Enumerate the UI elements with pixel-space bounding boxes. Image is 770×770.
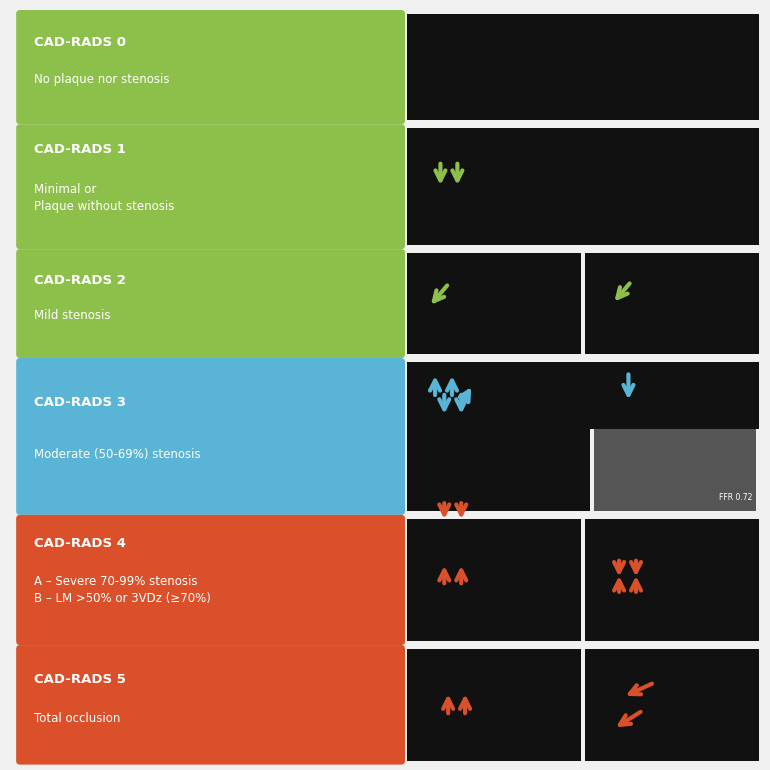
- Text: CAD-RADS 3: CAD-RADS 3: [34, 396, 126, 409]
- FancyBboxPatch shape: [16, 358, 405, 515]
- Text: Minimal or
Plaque without stenosis: Minimal or Plaque without stenosis: [34, 183, 174, 213]
- Text: CAD-RADS 5: CAD-RADS 5: [34, 673, 126, 685]
- Bar: [407, 519, 581, 641]
- Text: CAD-RADS 2: CAD-RADS 2: [34, 274, 126, 286]
- Bar: [407, 362, 759, 429]
- Bar: [407, 253, 581, 354]
- Text: Total occlusion: Total occlusion: [34, 711, 120, 725]
- Text: FFR 0.72: FFR 0.72: [718, 493, 752, 502]
- Bar: [407, 128, 759, 246]
- Text: Mild stenosis: Mild stenosis: [34, 310, 110, 322]
- FancyBboxPatch shape: [16, 645, 405, 765]
- Bar: [407, 14, 759, 120]
- Text: CAD-RADS 4: CAD-RADS 4: [34, 537, 126, 550]
- FancyBboxPatch shape: [16, 10, 405, 124]
- FancyBboxPatch shape: [16, 515, 405, 645]
- Text: No plaque nor stenosis: No plaque nor stenosis: [34, 73, 169, 86]
- Bar: [585, 253, 759, 354]
- Text: CAD-RADS 0: CAD-RADS 0: [34, 36, 126, 49]
- FancyBboxPatch shape: [16, 124, 405, 249]
- Bar: [407, 649, 581, 761]
- Bar: [585, 649, 759, 761]
- Bar: [407, 429, 590, 511]
- Text: CAD-RADS 1: CAD-RADS 1: [34, 142, 126, 156]
- Bar: [594, 429, 756, 511]
- Bar: [585, 519, 759, 641]
- FancyBboxPatch shape: [16, 249, 405, 358]
- Text: Moderate (50-69%) stenosis: Moderate (50-69%) stenosis: [34, 448, 200, 460]
- Text: A – Severe 70-99% stenosis
B – LM >50% or 3VDz (≥70%): A – Severe 70-99% stenosis B – LM >50% o…: [34, 574, 211, 604]
